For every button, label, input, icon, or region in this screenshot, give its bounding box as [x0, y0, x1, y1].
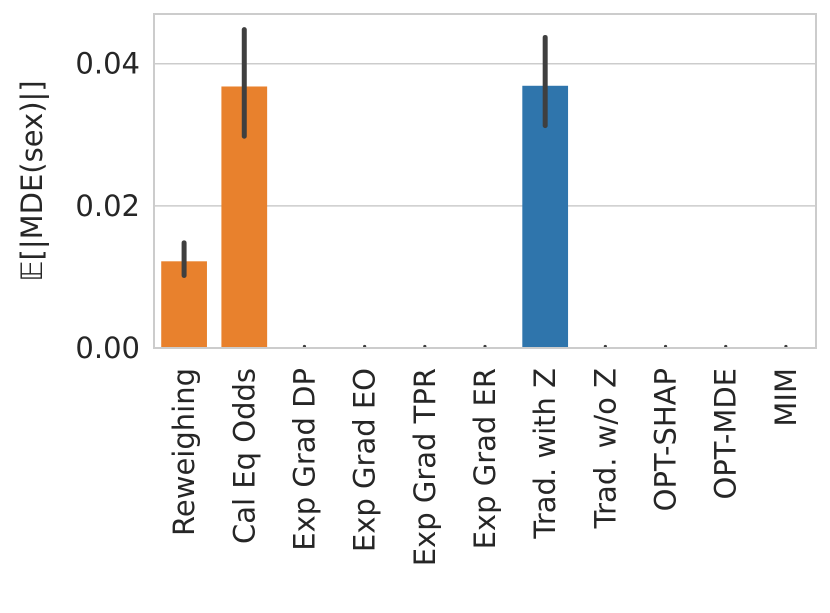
y-axis-label: 𝔼[|MDE(sex)|] [15, 80, 49, 281]
x-tick-label: Cal Eq Odds [227, 368, 261, 544]
x-tick-label: Reweighing [167, 368, 201, 536]
error-bars [181, 27, 788, 349]
y-tick-label: 0.04 [75, 47, 140, 81]
x-tick-label: Exp Grad EO [348, 368, 382, 552]
x-tick-label: Exp Grad ER [468, 368, 502, 549]
x-tick-label: OPT-MDE [709, 368, 743, 500]
y-tick-labels: 0.00 0.02 0.04 [75, 47, 140, 365]
x-tick-label: Trad. w/o Z [588, 368, 622, 529]
bar [522, 85, 569, 348]
y-tick-label: 0.00 [75, 331, 140, 365]
y-tick-label: 0.02 [75, 189, 140, 223]
bars [161, 85, 569, 348]
x-tick-label: Exp Grad TPR [408, 368, 442, 566]
plot-frame [153, 13, 817, 349]
x-tick-labels: Reweighing Cal Eq Odds Exp Grad DP Exp Grad… [167, 368, 803, 566]
x-tick-label: OPT-SHAP [649, 368, 683, 511]
x-tick-label: Exp Grad DP [287, 368, 321, 551]
x-tick-label: MIM [769, 368, 803, 427]
x-tick-label: Trad. with Z [528, 368, 562, 540]
